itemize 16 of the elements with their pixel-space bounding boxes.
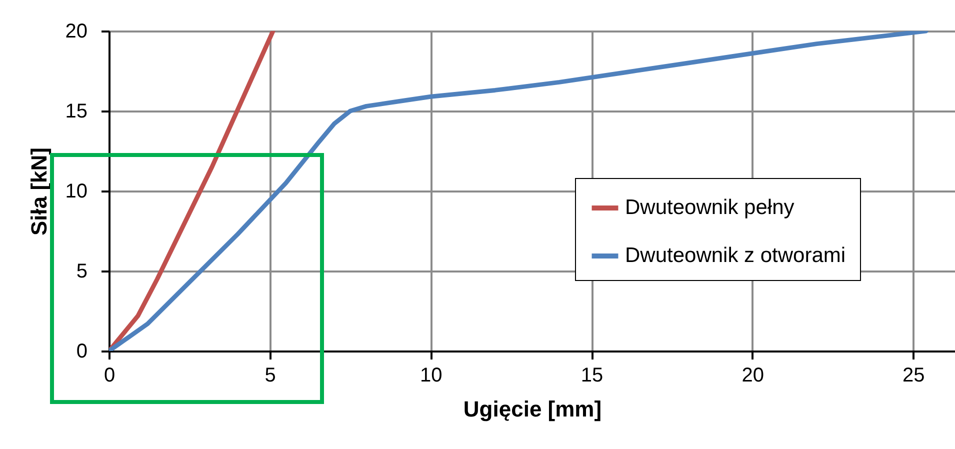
x-axis-title: Ugięcie [mm] <box>463 396 602 422</box>
y-axis-title: Siła [kN] <box>26 147 52 236</box>
y-tick-label: 10 <box>65 180 88 202</box>
y-tick-label: 20 <box>65 20 88 42</box>
x-tick-label: 20 <box>742 364 764 386</box>
legend-label: Dwuteownik z otworami <box>625 244 846 267</box>
y-tick-label: 15 <box>65 100 88 122</box>
line-series <box>109 31 928 351</box>
y-tick-label: 5 <box>76 260 88 282</box>
x-tick-label: 15 <box>580 364 604 386</box>
y-tick-label: 0 <box>76 340 88 362</box>
x-tick-label: 0 <box>104 364 116 386</box>
x-tick-label: 5 <box>264 364 276 386</box>
x-tick-label: 25 <box>902 364 925 386</box>
x-tick-label: 10 <box>420 364 442 386</box>
legend-label: Dwuteownik pełny <box>625 196 795 219</box>
